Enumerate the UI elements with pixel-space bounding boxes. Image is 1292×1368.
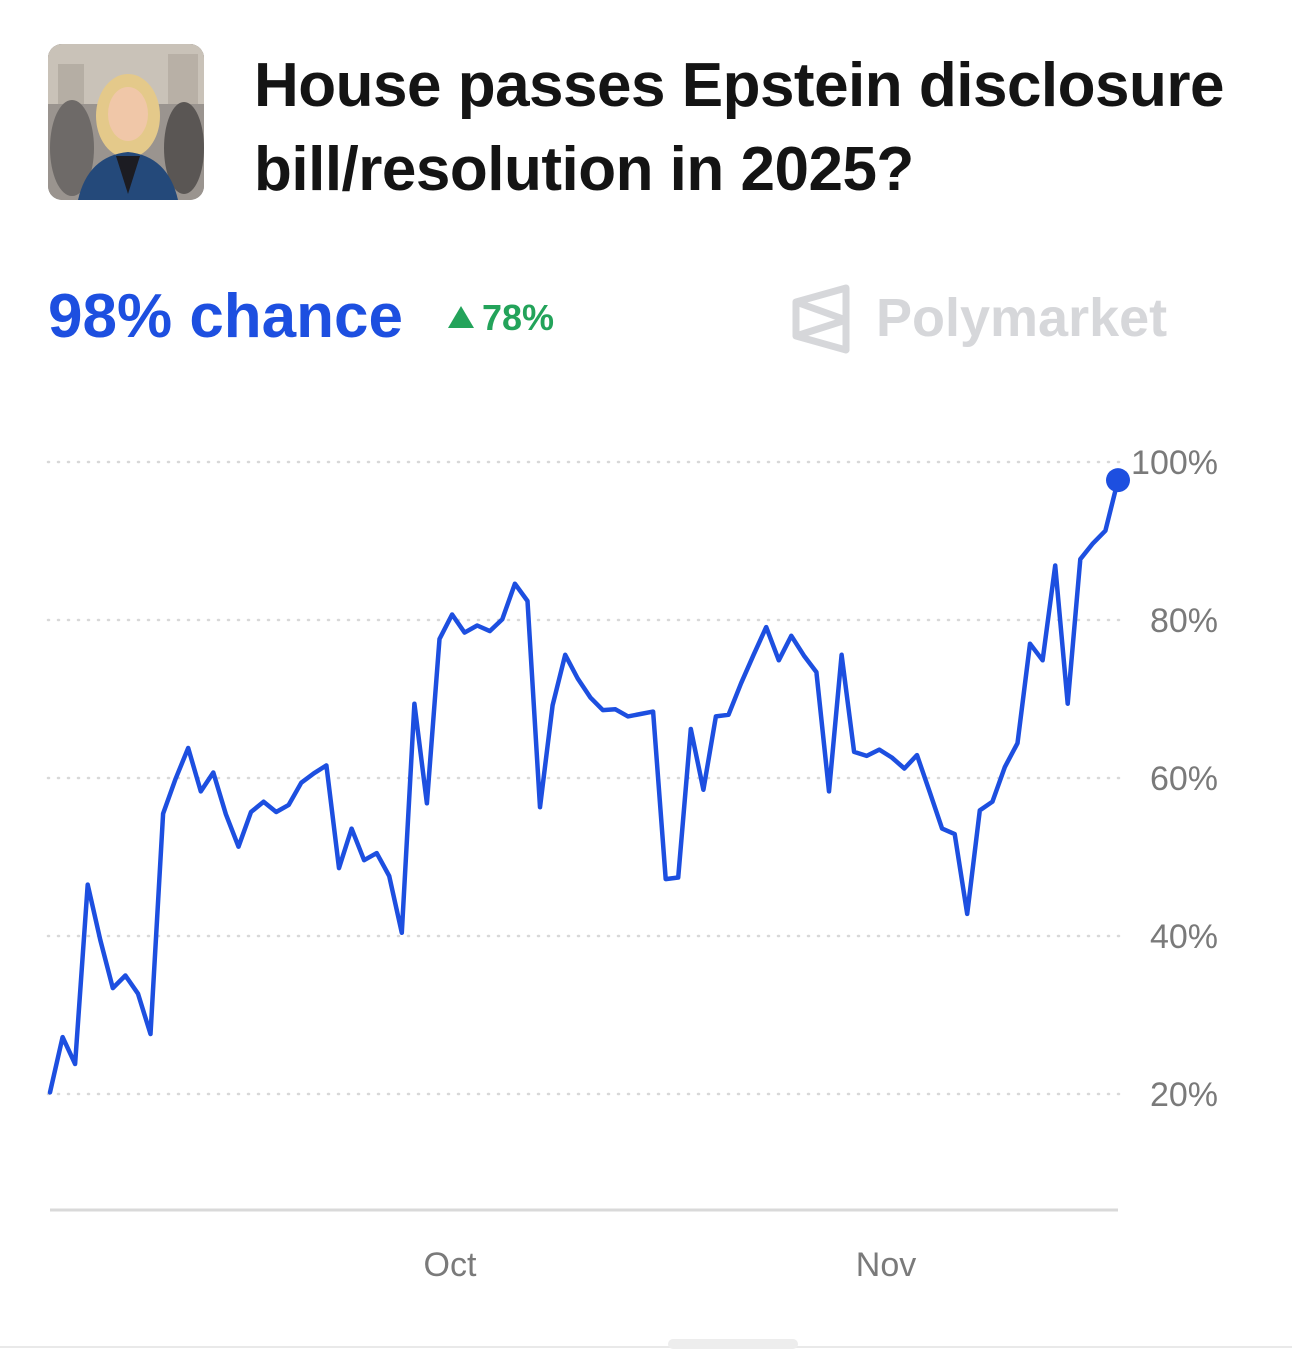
probability-line bbox=[47, 477, 1121, 1095]
chart-grid bbox=[46, 460, 1127, 1096]
probability-row: 98% chance 78% Polymarket bbox=[48, 272, 1248, 362]
y-tick-label: 100% bbox=[1131, 444, 1218, 482]
home-indicator bbox=[668, 1339, 798, 1349]
change-indicator: 78% bbox=[448, 296, 554, 340]
x-tick-label: Nov bbox=[856, 1246, 916, 1284]
polymarket-wordmark: Polymarket bbox=[876, 288, 1168, 348]
y-tick-label: 40% bbox=[1150, 918, 1218, 956]
change-value: 78% bbox=[482, 297, 555, 338]
polymarket-icon bbox=[792, 284, 850, 354]
y-tick-label: 60% bbox=[1150, 760, 1218, 798]
price-chart: 100% 80% 60% 40% 20% Oct Nov bbox=[46, 444, 1218, 1284]
y-tick-label: 80% bbox=[1150, 602, 1218, 640]
x-axis: Oct Nov bbox=[424, 1246, 917, 1284]
market-title: House passes Epstein disclosure bill/res… bbox=[254, 51, 1225, 204]
person-photo-icon bbox=[48, 44, 204, 200]
market-thumbnail-image[interactable] bbox=[48, 44, 204, 200]
x-tick-label: Oct bbox=[424, 1246, 477, 1284]
y-axis: 100% 80% 60% 40% 20% bbox=[1131, 444, 1218, 1114]
market-header: House passes Epstein disclosure bill/res… bbox=[48, 44, 1268, 204]
current-value-dot[interactable] bbox=[1106, 468, 1130, 493]
y-tick-label: 20% bbox=[1150, 1076, 1218, 1114]
bottom-divider bbox=[0, 1346, 1292, 1348]
polymarket-logo: Polymarket bbox=[790, 280, 1210, 356]
arrow-up-icon bbox=[448, 306, 474, 328]
chance-value: 98% chance bbox=[48, 282, 403, 351]
